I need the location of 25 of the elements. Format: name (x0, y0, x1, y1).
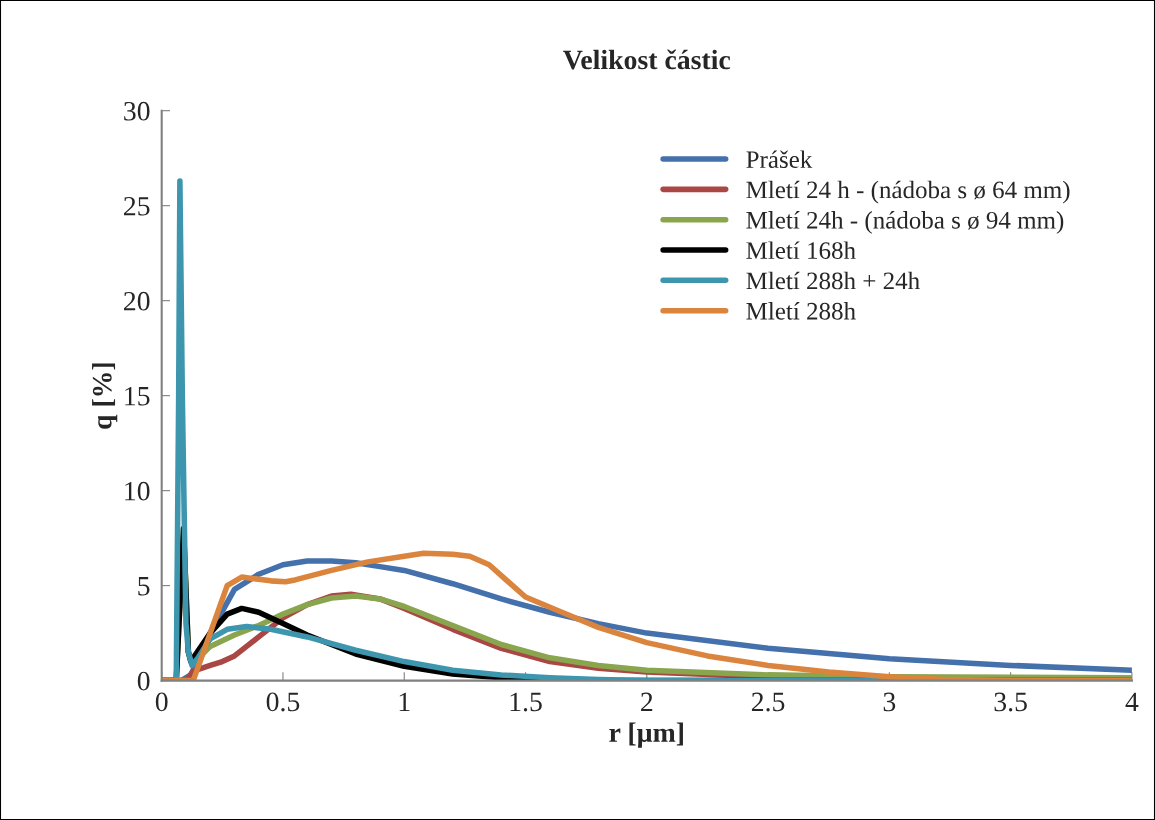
legend-label: Mletí 288h (746, 302, 856, 320)
y-tick-label: 15 (125, 386, 150, 406)
y-tick-label: 10 (125, 481, 150, 501)
x-tick-label: 2.5 (751, 692, 785, 712)
x-tick-label: 1.5 (510, 692, 542, 712)
x-tick-label: 1 (399, 692, 410, 711)
y-tick-label: 30 (124, 101, 150, 121)
x-tick-label: 3.5 (994, 692, 1027, 712)
y-tick-label: 0 (137, 671, 150, 691)
legend-label: Prášek (746, 150, 813, 169)
x-tick-label: 3 (883, 692, 896, 712)
x-axis-title: r [µm] (609, 722, 683, 748)
legend-label: Mletí 168h (746, 241, 856, 260)
x-tick-label: 4 (1125, 692, 1139, 711)
y-tick-label: 20 (124, 291, 150, 311)
x-tick-label: 0 (155, 692, 168, 712)
legend-label: Mletí 24h - (nádoba s ø 94 mm) (746, 211, 1064, 234)
legend-label: Mletí 288h + 24h (746, 271, 920, 290)
x-tick-label: 0.5 (266, 692, 300, 712)
y-tick-label: 5 (138, 577, 150, 596)
legend-label: Mletí 24 h - (nádoba s ø 64 mm) (746, 180, 1070, 204)
y-axis-title: q [%] (92, 363, 118, 429)
chart-title: Velikost částic (563, 49, 731, 70)
y-tick-label: 25 (124, 196, 150, 216)
x-tick-label: 2 (641, 692, 653, 711)
